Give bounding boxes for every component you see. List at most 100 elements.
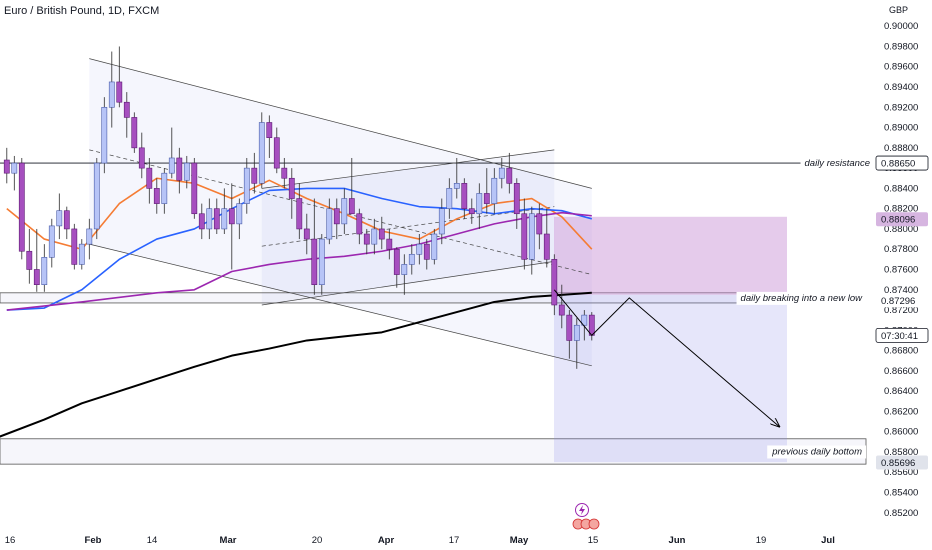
candle-body <box>228 208 235 225</box>
x-tick-label: Feb <box>85 535 102 546</box>
candle-body <box>146 167 153 189</box>
candle-body <box>266 122 273 139</box>
candle-body <box>431 233 438 260</box>
moving-averages <box>0 177 593 438</box>
x-tick-label: May <box>510 535 529 546</box>
triangle-upper-line <box>261 149 555 189</box>
y-tick-label: 0.86600 <box>884 366 918 377</box>
candle-body <box>423 243 430 260</box>
candle-body <box>333 208 340 225</box>
candle-body <box>86 228 93 245</box>
candle-body <box>236 203 243 225</box>
candle-body <box>3 159 10 174</box>
candle-body <box>168 157 175 174</box>
candle-body <box>513 183 520 215</box>
candle-body <box>506 167 513 184</box>
candles <box>3 46 595 369</box>
candle-body <box>131 117 138 149</box>
price-label-text: 0.87296 <box>881 296 915 307</box>
currency-label: GBP <box>888 5 908 15</box>
candle-body <box>521 213 528 260</box>
shaded-regions <box>0 58 867 465</box>
candle-body <box>71 228 78 265</box>
y-tick-label: 0.85400 <box>884 488 918 499</box>
candle-body <box>206 208 213 230</box>
candle-body <box>588 314 595 336</box>
candle-body <box>11 162 18 174</box>
candle-body <box>378 228 385 240</box>
y-tick-label: 0.89200 <box>884 102 918 113</box>
candle-body <box>476 193 483 215</box>
candle-body <box>528 213 535 260</box>
candle-body <box>78 243 85 265</box>
annotation-text: daily resistance <box>805 158 870 169</box>
candle-body <box>348 198 355 215</box>
candle-body <box>341 198 348 225</box>
x-tick-label: Jun <box>669 535 686 546</box>
x-tick-label: 15 <box>588 535 599 546</box>
candle-body <box>296 198 303 230</box>
lightning-bolt <box>579 505 585 515</box>
ma-line-purple <box>6 211 592 311</box>
y-tick-label: 0.85200 <box>884 508 918 519</box>
candle-body <box>176 157 183 181</box>
candle-body <box>371 228 378 245</box>
x-tick-label: Jul <box>821 535 835 546</box>
candle-body <box>101 106 108 164</box>
candle-body <box>386 238 393 250</box>
candle-body <box>281 167 288 179</box>
ma-line-orange <box>6 177 593 251</box>
axes: 0.90000 0.89800 0.89600 0.89400 0.89200 0.890… <box>5 21 929 546</box>
candle-body <box>543 233 550 260</box>
y-tick-label: 0.85600 <box>884 467 918 478</box>
x-tick-label: 20 <box>312 535 323 546</box>
y-tick-label: 0.89800 <box>884 41 918 52</box>
candle-body <box>446 188 453 209</box>
triangle-mid-line <box>261 206 555 247</box>
y-tick-label: 0.86400 <box>884 386 918 397</box>
candle-body <box>438 208 445 235</box>
price-label-bg <box>875 327 929 343</box>
price-label-bg <box>875 155 929 171</box>
economic-event-icon <box>588 518 600 530</box>
candle-body <box>26 250 33 270</box>
x-tick-label: Mar <box>220 535 237 546</box>
y-tick-label: 0.85800 <box>884 447 918 458</box>
y-tick-label: 0.86200 <box>884 406 918 417</box>
x-tick-label: 17 <box>449 535 460 546</box>
price-label-text: 0.88650 <box>881 159 915 170</box>
zone-previous-bottom <box>0 438 867 465</box>
y-tick-label: 0.87800 <box>884 244 918 255</box>
triangle-lower-line <box>261 261 555 306</box>
price-label-bg <box>876 212 928 227</box>
price-label-text: 0.88096 <box>881 215 915 226</box>
candle-body <box>303 228 310 240</box>
annotation-bg <box>800 157 874 171</box>
x-tick-label: 19 <box>756 535 767 546</box>
candle-body <box>536 213 543 235</box>
candle-body <box>273 137 280 169</box>
candle-body <box>258 122 265 184</box>
candle-body <box>416 243 423 255</box>
candle-body <box>56 210 63 227</box>
candle-body <box>363 233 370 245</box>
candle-body <box>318 238 325 285</box>
x-tick-label: 16 <box>5 535 16 546</box>
candle-body <box>498 167 505 179</box>
event-icons <box>572 503 600 530</box>
candle-body <box>63 210 70 230</box>
candle-body <box>153 188 160 204</box>
y-tick-label: 0.87600 <box>884 264 918 275</box>
y-tick-label: 0.88200 <box>884 204 918 215</box>
symbol-title: Euro / British Pound, 1D, FXCM <box>4 5 160 17</box>
ma-line-blue <box>6 187 593 311</box>
annotations: daily resistance daily breaking into a ne… <box>553 157 874 459</box>
channel-upper-line <box>89 58 592 189</box>
candle-body <box>116 81 123 103</box>
candle-body <box>581 314 588 326</box>
y-tick-label: 0.90000 <box>884 21 918 32</box>
candle-body <box>573 324 580 341</box>
position-stop-zone <box>554 216 787 295</box>
candle-body <box>18 162 25 252</box>
